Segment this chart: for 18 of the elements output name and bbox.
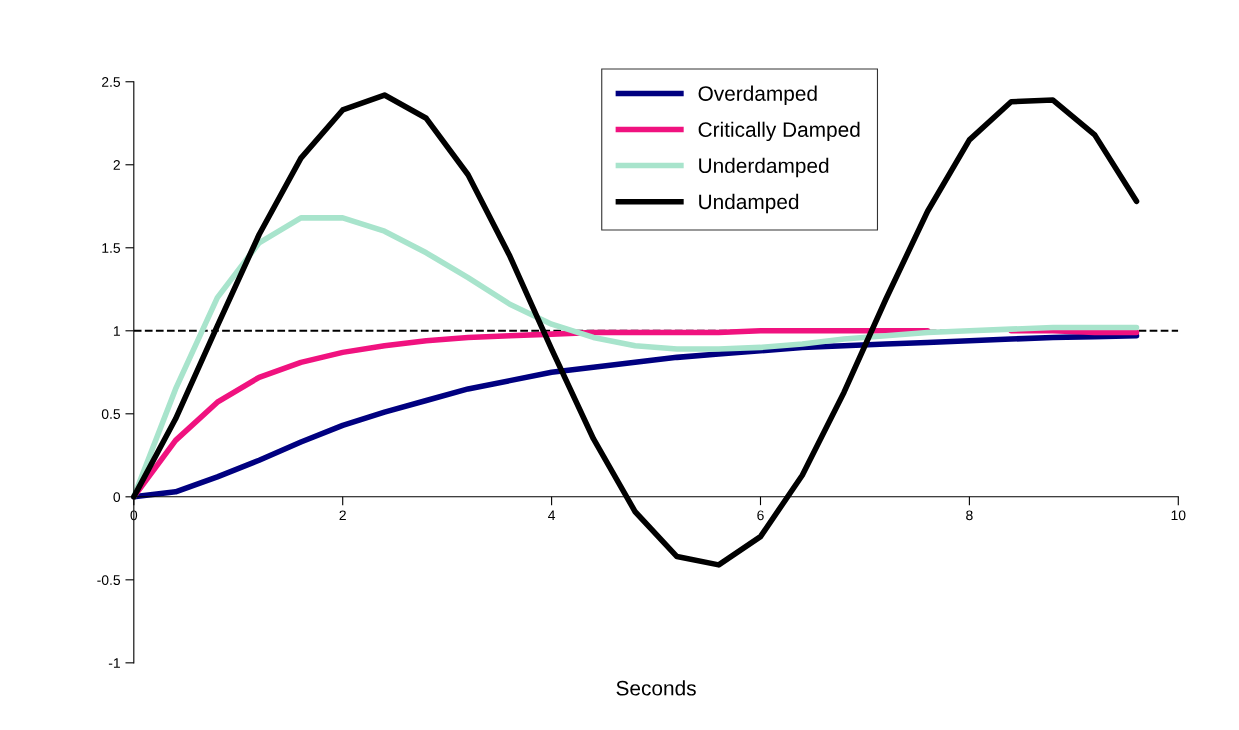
x-tick-label: 6 (757, 510, 764, 521)
x-axis-title: Seconds (616, 680, 696, 696)
x-tick-label: 2 (339, 510, 346, 521)
legend-label: Critically Damped (698, 121, 860, 142)
legend-label: Underdamped (699, 157, 829, 178)
legend-label: Overdamped (698, 85, 817, 106)
x-tick-label: 10 (1171, 510, 1186, 521)
y-tick-label: 1.5 (102, 243, 121, 253)
legend-label: Undamped (699, 193, 799, 214)
x-tick-label: 4 (548, 510, 556, 521)
y-tick-label: -0.5 (97, 575, 121, 585)
y-tick-label: 0.5 (101, 409, 121, 419)
y-tick-label: -1 (108, 658, 120, 668)
y-tick-label: 2.5 (102, 77, 121, 87)
y-tick-label: 2 (113, 160, 120, 170)
y-tick-label: 1 (113, 326, 120, 336)
y-tick-label: 0 (113, 492, 121, 502)
x-tick-label: 8 (966, 510, 973, 521)
